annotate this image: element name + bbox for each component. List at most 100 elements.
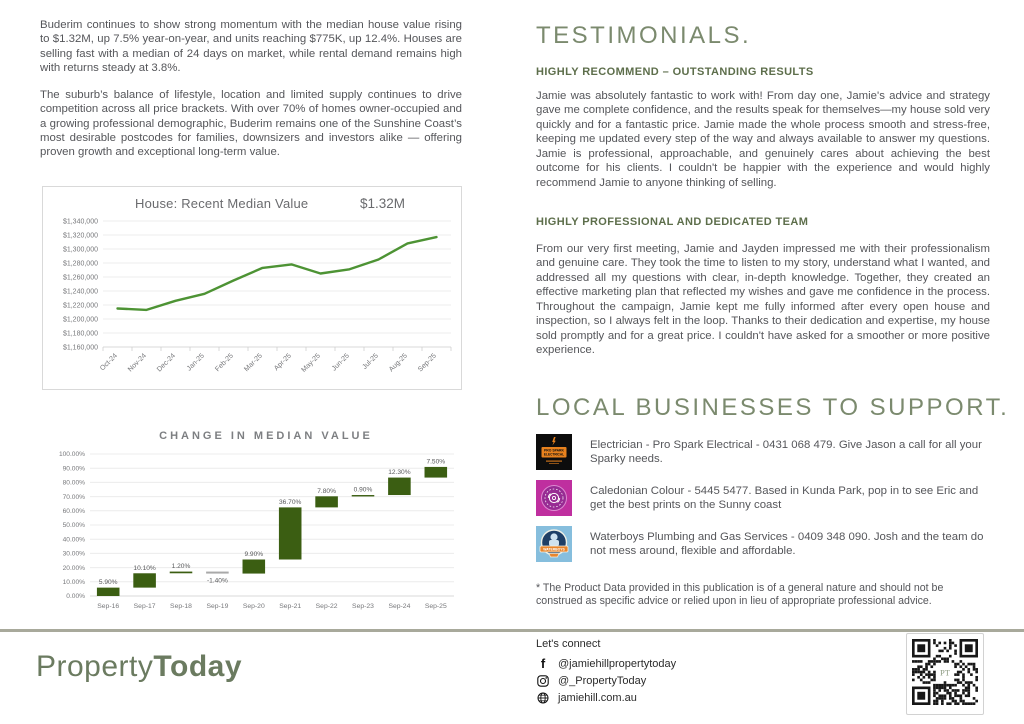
svg-text:Sep-25: Sep-25: [417, 352, 438, 373]
svg-text:Sep-19: Sep-19: [206, 603, 228, 610]
svg-text:$1,280,000: $1,280,000: [63, 260, 98, 267]
property-today-logo: PropertyToday: [36, 650, 242, 684]
svg-text:Oct-24: Oct-24: [99, 352, 119, 372]
svg-text:$1,220,000: $1,220,000: [63, 302, 98, 309]
svg-text:12.30%: 12.30%: [388, 469, 411, 476]
svg-text:Jan-25: Jan-25: [186, 352, 206, 372]
svg-text:Sep-24: Sep-24: [388, 603, 410, 610]
svg-text:1.20%: 1.20%: [172, 563, 191, 570]
svg-text:100.00%: 100.00%: [59, 451, 85, 458]
svg-text:50.00%: 50.00%: [63, 522, 86, 529]
business-2-text: Caledonian Colour - 5445 5477. Based in …: [590, 484, 979, 511]
svg-text:ELECTRICAL: ELECTRICAL: [544, 453, 564, 457]
list-item: Caledonian Colour - 5445 5477. Based in …: [536, 480, 990, 516]
svg-text:9.90%: 9.90%: [244, 551, 263, 558]
svg-text:80.00%: 80.00%: [63, 480, 86, 487]
instagram-link[interactable]: @_PropertyToday: [536, 672, 676, 689]
svg-text:Sep-23: Sep-23: [352, 603, 374, 610]
suburb-overview-paragraph: The suburb’s balance of lifestyle, locat…: [40, 89, 462, 159]
svg-text:Sep-22: Sep-22: [316, 603, 338, 610]
svg-text:$1,300,000: $1,300,000: [63, 246, 98, 253]
svg-text:$1,340,000: $1,340,000: [63, 218, 98, 225]
svg-text:Aug-25: Aug-25: [388, 352, 409, 373]
local-businesses-heading: LOCAL BUSINESSES TO SUPPORT.: [536, 394, 1010, 421]
svg-text:May-25: May-25: [300, 352, 322, 374]
svg-text:0.00%: 0.00%: [66, 593, 85, 600]
logo-text-property: Property: [36, 650, 154, 683]
svg-text:$1,200,000: $1,200,000: [63, 316, 98, 323]
svg-text:WATERBOYS: WATERBOYS: [543, 547, 565, 551]
svg-text:Sep-25: Sep-25: [425, 603, 447, 610]
svg-text:Nov-24: Nov-24: [127, 352, 148, 373]
globe-icon: [536, 692, 550, 704]
svg-text:10.00%: 10.00%: [63, 579, 86, 586]
market-summary-paragraph: Buderim continues to show strong momentu…: [40, 19, 462, 75]
svg-text:30.00%: 30.00%: [63, 551, 86, 558]
business-3-text: Waterboys Plumbing and Gas Services - 04…: [590, 530, 984, 557]
svg-text:Sep-16: Sep-16: [97, 603, 119, 610]
svg-text:40.00%: 40.00%: [63, 536, 86, 543]
instagram-icon: [536, 674, 550, 687]
testimonial-2-text: From our very first meeting, Jamie and J…: [536, 243, 990, 357]
svg-text:0.90%: 0.90%: [354, 487, 373, 494]
bar-chart-plot: 100.00% 90.00% 80.00% 70.00% 60.00% 50.00% 40.…: [59, 451, 454, 610]
footer-divider: [0, 629, 1024, 632]
svg-text:10.10%: 10.10%: [133, 565, 156, 572]
line-chart-header: House: Recent Median Value $1.32M: [43, 187, 461, 211]
product-data-disclaimer: * The Product Data provided in this publ…: [536, 582, 944, 608]
line-chart-current-value: $1.32M: [359, 196, 405, 211]
svg-text:Sep-21: Sep-21: [279, 603, 301, 610]
svg-text:20.00%: 20.00%: [63, 565, 86, 572]
svg-text:70.00%: 70.00%: [63, 494, 86, 501]
svg-text:Mar-25: Mar-25: [243, 352, 264, 373]
qr-code-image: PT: [912, 639, 978, 705]
svg-text:Apr-25: Apr-25: [273, 352, 293, 372]
svg-text:$1,160,000: $1,160,000: [63, 344, 98, 351]
svg-text:$1,180,000: $1,180,000: [63, 330, 98, 337]
facebook-link[interactable]: f @jamiehillpropertytoday: [536, 655, 676, 672]
svg-text:$1,240,000: $1,240,000: [63, 288, 98, 295]
waterboys-plumbing-logo: WATERBOYS: [536, 526, 572, 562]
local-businesses-list: PRO SPARK ELECTRICAL Electrician - Pro S…: [536, 434, 990, 572]
svg-text:Dec-24: Dec-24: [156, 352, 177, 373]
svg-text:Jul-25: Jul-25: [361, 352, 380, 371]
svg-text:5.90%: 5.90%: [99, 579, 118, 586]
svg-text:Sep-20: Sep-20: [243, 603, 265, 610]
svg-text:$1,260,000: $1,260,000: [63, 274, 98, 281]
line-chart-title: House: Recent Median Value: [135, 196, 309, 211]
svg-text:PT: PT: [940, 668, 951, 678]
instagram-handle: @_PropertyToday: [558, 674, 647, 687]
list-item: PRO SPARK ELECTRICAL Electrician - Pro S…: [536, 434, 990, 470]
svg-text:Sep-17: Sep-17: [134, 603, 156, 610]
svg-text:60.00%: 60.00%: [63, 508, 86, 515]
list-item: WATERBOYS Waterboys Plumbing and Gas Ser…: [536, 526, 990, 562]
qr-code: PT: [906, 633, 984, 715]
svg-text:Jun-25: Jun-25: [331, 352, 351, 372]
testimonial-1-text: Jamie was absolutely fantastic to work w…: [536, 90, 990, 189]
svg-text:Feb-25: Feb-25: [214, 352, 235, 373]
median-value-line-chart: House: Recent Median Value $1.32M $1,340…: [42, 186, 462, 390]
business-1-text: Electrician - Pro Spark Electrical - 043…: [590, 438, 982, 465]
pro-spark-electrical-logo: PRO SPARK ELECTRICAL: [536, 434, 572, 470]
testimonial-1-title: HIGHLY RECOMMEND – OUTSTANDING RESULTS: [536, 66, 814, 78]
svg-text:$1,320,000: $1,320,000: [63, 232, 98, 239]
bar-chart-title: CHANGE IN MEDIAN VALUE: [159, 430, 373, 442]
svg-text:-1.40%: -1.40%: [207, 578, 228, 585]
svg-text:7.50%: 7.50%: [426, 458, 445, 465]
connect-label: Let's connect: [536, 638, 601, 650]
testimonial-2-title: HIGHLY PROFESSIONAL AND DEDICATED TEAM: [536, 216, 809, 228]
svg-text:Sep-18: Sep-18: [170, 603, 192, 610]
testimonials-heading: TESTIMONIALS.: [536, 22, 752, 49]
svg-text:7.80%: 7.80%: [317, 488, 336, 495]
line-chart-plot: $1,340,000 $1,320,000 $1,300,000 $1,280,000…: [63, 218, 452, 374]
svg-text:90.00%: 90.00%: [63, 465, 86, 472]
website-link[interactable]: jamiehill.com.au: [536, 689, 676, 706]
logo-text-today: Today: [153, 650, 243, 683]
connect-block: Let's connect f @jamiehillpropertytoday …: [536, 638, 676, 706]
change-in-median-value-chart: CHANGE IN MEDIAN VALUE 100.00% 90.00% 80.0…: [42, 430, 462, 626]
svg-text:36.70%: 36.70%: [279, 499, 302, 506]
caledonian-colour-logo: [536, 480, 572, 516]
svg-text:PRO SPARK: PRO SPARK: [544, 449, 564, 453]
website-url: jamiehill.com.au: [558, 691, 637, 704]
